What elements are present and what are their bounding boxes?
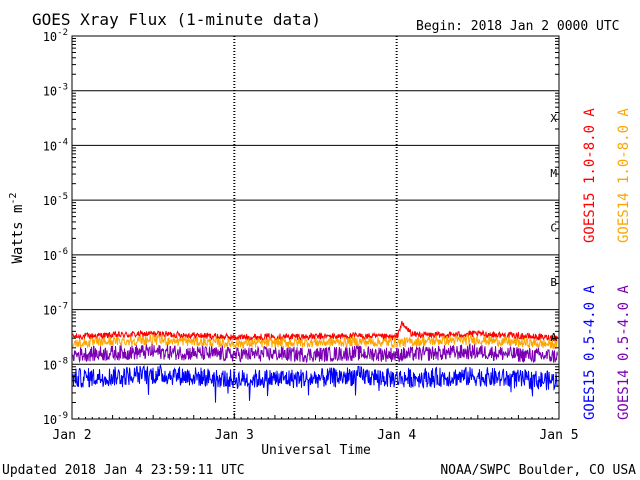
x-axis-label: Universal Time [261,443,371,458]
series-line [72,320,558,343]
credit: NOAA/SWPC Boulder, CO USA [440,463,636,478]
flare-class-label: C [550,222,557,235]
x-tick-label: Jan 2 [52,428,91,443]
flare-class-label: B [550,276,557,289]
legend-entry: GOES15 1.0-8.0 A [582,108,598,243]
axes: 10-9 10-8 10-7 10-6 10-5 10-4 10-3 10-2 Jan 2 Jan… [43,28,579,443]
legend: GOES15 1.0-8.0 A GOES14 1.0-8.0 A GOES15 0… [582,108,632,420]
y-tick-label: 10-6 [43,247,68,263]
y-tick-label: 10-2 [43,28,68,44]
y-tick-label: 10-8 [43,356,68,372]
chart-title: GOES Xray Flux (1-minute data) [32,10,321,29]
flare-class-label: M [550,167,557,180]
data-series [72,320,558,403]
series-line [72,333,558,350]
updated-time: Updated 2018 Jan 4 23:59:11 UTC [2,463,245,478]
legend-entry: GOES14 0.5-4.0 A [616,285,632,420]
x-tick-label: Jan 5 [539,428,578,443]
y-axis-label-exp: -2 [8,192,19,204]
series-line [72,364,558,403]
x-tick-label: Jan 4 [377,428,416,443]
svg-text:Watts m-2: Watts m-2 [8,192,26,263]
y-tick-label: 10-4 [43,137,68,153]
x-tick-label: Jan 3 [215,428,254,443]
begin-time: Begin: 2018 Jan 2 0000 UTC [416,19,620,34]
grid-lines [72,36,559,419]
y-axis-label-text: Watts m [10,205,26,264]
flare-class-label: X [550,112,557,125]
y-tick-label: 10-5 [43,192,68,208]
series-line [72,343,558,364]
flare-class-label: A [550,331,557,344]
y-tick-label: 10-7 [43,302,68,318]
legend-entry: GOES15 0.5-4.0 A [582,285,598,420]
y-tick-label: 10-3 [43,83,68,99]
legend-entry: GOES14 1.0-8.0 A [616,108,632,243]
y-axis-label: Watts m-2 [8,192,26,263]
y-tick-label: 10-9 [43,411,68,427]
plot-frame [71,35,560,420]
